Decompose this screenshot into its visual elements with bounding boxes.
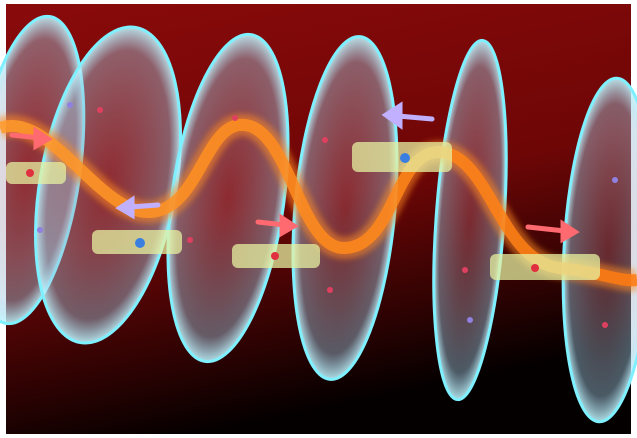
arrow — [525, 224, 568, 234]
arrow — [395, 113, 435, 122]
particle — [37, 227, 43, 233]
particle — [271, 252, 279, 260]
particle — [232, 115, 238, 121]
arrows — [9, 101, 580, 244]
particle — [97, 107, 103, 113]
molecule — [6, 162, 66, 184]
arrow-head — [33, 126, 53, 151]
arrow-head — [279, 213, 299, 238]
particle — [400, 153, 410, 163]
particle — [322, 137, 328, 143]
wave — [0, 113, 637, 292]
wave-core — [0, 118, 637, 287]
molecules — [6, 142, 600, 280]
arrow-head — [560, 219, 580, 244]
molecule — [490, 254, 600, 280]
arrow-head — [115, 195, 135, 220]
particle — [462, 267, 468, 273]
arrow-head — [381, 101, 403, 130]
arrow — [127, 202, 161, 210]
particle — [531, 264, 539, 272]
particle — [67, 102, 73, 108]
particle — [135, 238, 145, 248]
particle — [187, 237, 193, 243]
particle — [26, 169, 34, 177]
particle — [467, 317, 473, 323]
disc — [561, 76, 637, 424]
particle — [327, 287, 333, 293]
particle — [602, 322, 608, 328]
particle — [612, 177, 618, 183]
particles — [26, 102, 618, 328]
